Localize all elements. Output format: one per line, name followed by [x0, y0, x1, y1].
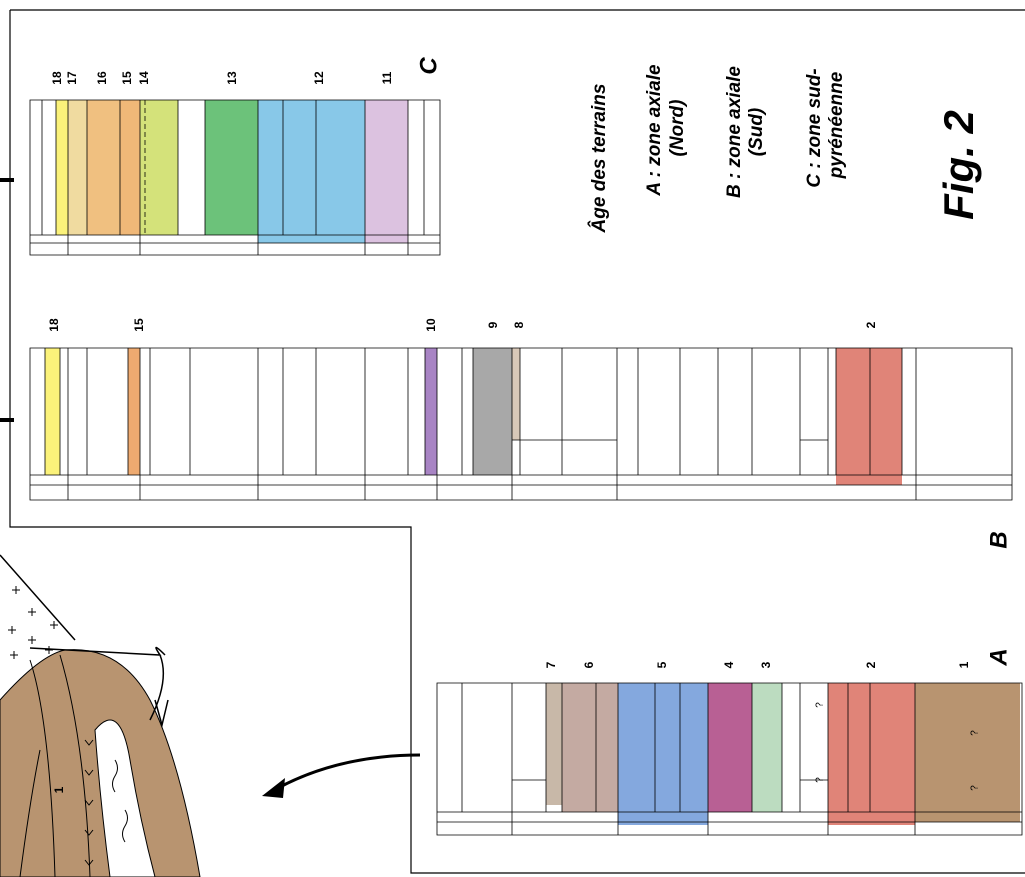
layer: [87, 100, 120, 235]
legend-item: B : zone axiale: [724, 66, 745, 198]
column-label: C: [415, 57, 442, 75]
layer-label: 8: [512, 321, 526, 328]
layer-label: 11: [380, 71, 394, 84]
layer: [752, 683, 782, 812]
layer: [512, 348, 520, 440]
layer: [915, 683, 1020, 822]
figure-label: Fig. 2: [935, 110, 982, 220]
layer-label: 5: [655, 661, 669, 668]
uncertain-mark: ?: [815, 702, 826, 708]
layer: [205, 100, 258, 235]
uncertain-mark: ?: [970, 730, 981, 736]
layer: [56, 100, 68, 235]
legend-item: C : zone sud-: [804, 68, 825, 187]
layer: [828, 683, 915, 825]
legend: Âge des terrains A : zone axiale(Nord) B :…: [588, 64, 982, 234]
layer: [546, 683, 562, 805]
uncertain-mark: ?: [970, 785, 981, 791]
legend-item: pyrénéenne: [826, 71, 847, 179]
legend-item: (Sud): [746, 108, 767, 157]
layer-label: 2: [864, 661, 878, 668]
layer: [708, 683, 752, 812]
layer-label: 1: [957, 661, 971, 668]
layer-label: 3: [759, 661, 773, 668]
layer-label: 6: [582, 661, 596, 668]
layer-label: 9: [486, 321, 500, 328]
cross-section: 1: [0, 555, 420, 877]
layer-label: 15: [120, 71, 134, 85]
layer: [425, 348, 437, 475]
column-label: A: [985, 648, 1012, 666]
section-label: 1: [52, 786, 66, 793]
layer-label: 18: [47, 318, 61, 332]
layer-label: 14: [137, 71, 151, 85]
layer: [120, 100, 140, 235]
layer-label: 17: [65, 71, 79, 85]
layer-label: 15: [132, 318, 146, 332]
legend-item: A : zone axiale: [644, 64, 665, 197]
legend-title: Âge des terrains: [588, 84, 610, 234]
layer: [68, 100, 87, 235]
layer: [140, 100, 178, 235]
layer-label: 16: [95, 71, 109, 85]
layer-label: 10: [424, 318, 438, 332]
column-label: B: [985, 531, 1012, 548]
layer-label: 2: [864, 321, 878, 328]
layer: [618, 683, 708, 825]
layer: [365, 100, 408, 243]
layer: [562, 683, 618, 812]
uncertain-mark: ?: [815, 777, 826, 783]
legend-item: (Nord): [667, 100, 688, 157]
layer-label: 13: [225, 71, 239, 85]
figure: 1 Âge des terrains A : zone axiale(Nord) B…: [0, 0, 1025, 877]
layer: [45, 348, 60, 475]
layer: [128, 348, 140, 475]
layer-label: 7: [544, 661, 558, 668]
layer: [836, 348, 902, 485]
layer: [258, 100, 365, 243]
layer-label: 18: [50, 71, 64, 85]
layer: [473, 348, 512, 475]
layer-label: 12: [312, 71, 326, 85]
layer-label: 4: [722, 661, 736, 668]
